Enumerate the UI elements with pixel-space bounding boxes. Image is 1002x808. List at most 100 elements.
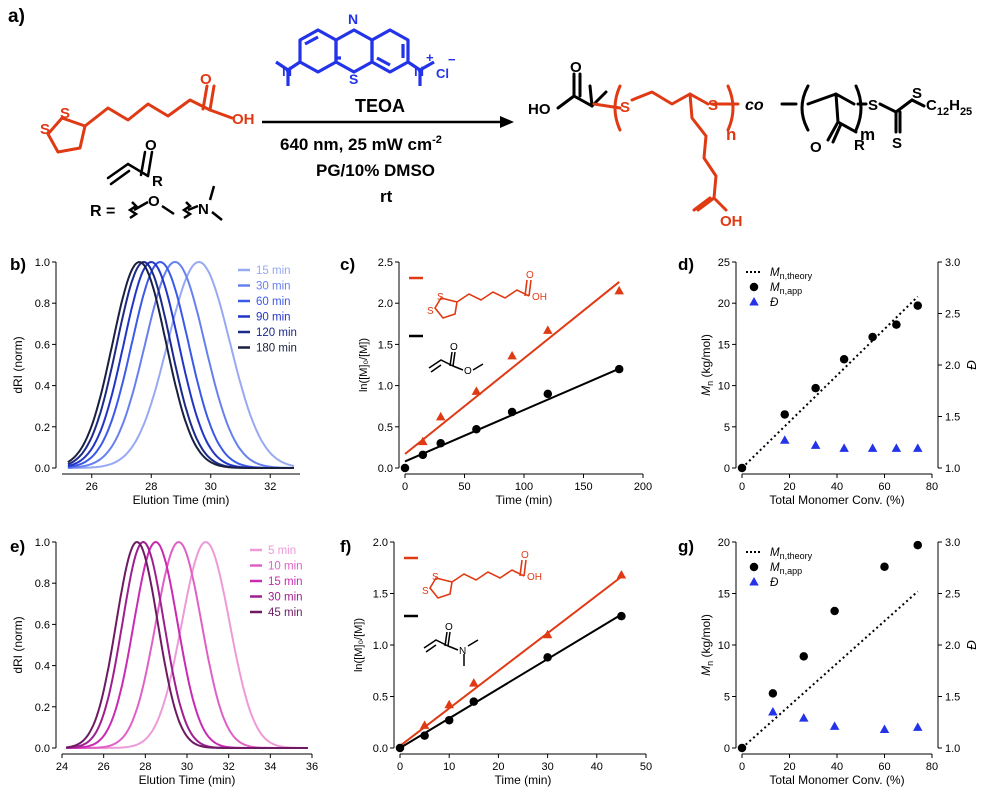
theory-line	[741, 590, 919, 749]
legend-label: 60 min	[256, 296, 291, 308]
panel-d-chart: d) 0 20 40 60 80 0 5 10 15 20 25 Total Monomer Conv.…	[678, 255, 979, 507]
y-axis-label: ln([M]₀/[M])	[358, 338, 370, 392]
y-tick-label: 0.2	[35, 422, 50, 434]
legend-label-main: Đ	[770, 297, 779, 309]
x-tick-label: 0	[739, 481, 745, 493]
y-tick-label: 0.8	[35, 578, 50, 590]
data-point-triangle	[444, 699, 454, 709]
inset-s2: S	[422, 586, 429, 597]
y2-tick-label: 2.5	[945, 309, 960, 321]
y-axis-label: dRI (norm)	[11, 616, 25, 673]
y-tick-label: 15	[718, 339, 730, 351]
data-point-triangle	[867, 443, 878, 452]
x-axis-label: Total Monomer Conv. (%)	[769, 773, 904, 787]
y-tick-label: 0.4	[35, 381, 50, 393]
legend-label: Đ	[770, 297, 779, 309]
y2-tick-label: 2.0	[945, 360, 960, 372]
legend-label: 30 min	[256, 281, 291, 293]
y-axis-label: Mn (kg/mol)	[699, 334, 715, 396]
y-tick-label: 2.0	[373, 537, 388, 549]
panel-label-b: b)	[10, 255, 26, 274]
acrylate-r: R	[152, 173, 163, 190]
y-tick-label: 10	[718, 381, 730, 393]
legend-label-sub: n,theory	[780, 271, 813, 281]
data-point-circle	[868, 332, 877, 342]
product-tail-h: H	[949, 97, 960, 114]
product-s4: S	[892, 135, 902, 152]
data-point-circle	[617, 611, 626, 621]
product-o-side: O	[810, 139, 822, 156]
y-tick-label: 10	[718, 640, 730, 652]
product-n: n	[726, 125, 736, 144]
legend-label-main: M	[770, 547, 780, 559]
data-point-circle	[469, 697, 479, 706]
x-tick-label: 30	[205, 481, 217, 493]
data-point-circle	[880, 562, 889, 571]
data-point-circle	[418, 450, 428, 460]
y2-tick-label: 1.0	[945, 463, 960, 475]
y-tick-label: 5	[724, 692, 730, 704]
inset-o: O	[526, 270, 534, 281]
product-r: R	[854, 137, 865, 154]
y-tick-label: 1.5	[373, 589, 388, 601]
x-tick-label: 40	[831, 761, 843, 773]
catalyst-plus: +	[426, 50, 434, 65]
x-axis-label: Elution Time (min)	[139, 773, 236, 787]
y-tick-label: 25	[718, 257, 730, 269]
legend-label-main: M	[770, 282, 780, 294]
y-axis-label-sub: n	[705, 661, 715, 666]
x-tick-label: 28	[145, 481, 157, 493]
data-point-circle	[749, 282, 759, 292]
x-axis-label: Total Monomer Conv. (%)	[769, 493, 904, 507]
r-definition-label: R =	[90, 203, 115, 220]
y-tick-label: 0.6	[35, 619, 50, 631]
data-point-circle	[811, 383, 820, 393]
x-axis-label: Time (min)	[496, 493, 553, 507]
x-tick-label: 150	[574, 481, 592, 493]
x-tick-label: 10	[443, 761, 455, 773]
product-tail-sub1: 12	[937, 106, 949, 118]
data-point-circle	[436, 439, 445, 448]
y-tick-label: 2.0	[378, 298, 393, 310]
reaction-arrow-head	[500, 116, 514, 128]
data-point-circle	[543, 389, 553, 399]
gpc-trace	[67, 261, 294, 469]
product-s2: S	[708, 97, 718, 114]
inset-methyl-acrylate	[428, 351, 484, 373]
legend-label: 180 min	[256, 343, 297, 355]
catalyst-s: S	[349, 71, 358, 87]
inset-dimethylacrylamide	[423, 631, 479, 666]
inset-lipoic-acid	[429, 559, 527, 599]
data-point-circle	[780, 410, 789, 419]
y-axis-label-sub: n	[705, 381, 715, 386]
r-methoxy-group	[127, 200, 175, 220]
y-tick-label: 0	[724, 743, 730, 755]
panel-label-a: a)	[8, 6, 25, 27]
catalyst-label: TEOA	[355, 96, 405, 116]
x-tick-label: 50	[640, 761, 652, 773]
y-axis-label-unit: (kg/mol)	[699, 334, 713, 381]
legend-label: 10 min	[268, 561, 303, 573]
data-point-triangle	[543, 325, 553, 334]
x-tick-label: 30	[541, 761, 553, 773]
data-point-triangle	[839, 443, 849, 452]
x-axis-label: Time (min)	[495, 773, 552, 787]
fit-line	[399, 613, 622, 749]
data-point-circle	[614, 364, 624, 374]
data-point-circle	[892, 320, 901, 329]
x-tick-label: 0	[739, 761, 745, 773]
y2-tick-label: 3.0	[945, 257, 960, 269]
legend-label-main: M	[770, 267, 780, 279]
data-point-circle	[749, 562, 759, 572]
product-o-top: O	[570, 59, 582, 76]
y2-tick-label: 1.0	[945, 743, 960, 755]
x-tick-label: 0	[402, 481, 408, 493]
panel-label-c: c)	[340, 255, 355, 274]
product-ho: HO	[528, 101, 551, 118]
y2-tick-label: 2.0	[945, 640, 960, 652]
data-point-circle	[420, 731, 429, 740]
panel-label-d: d)	[678, 255, 694, 274]
panel-label-f: f)	[340, 537, 351, 556]
legend-label: Đ	[770, 577, 779, 589]
